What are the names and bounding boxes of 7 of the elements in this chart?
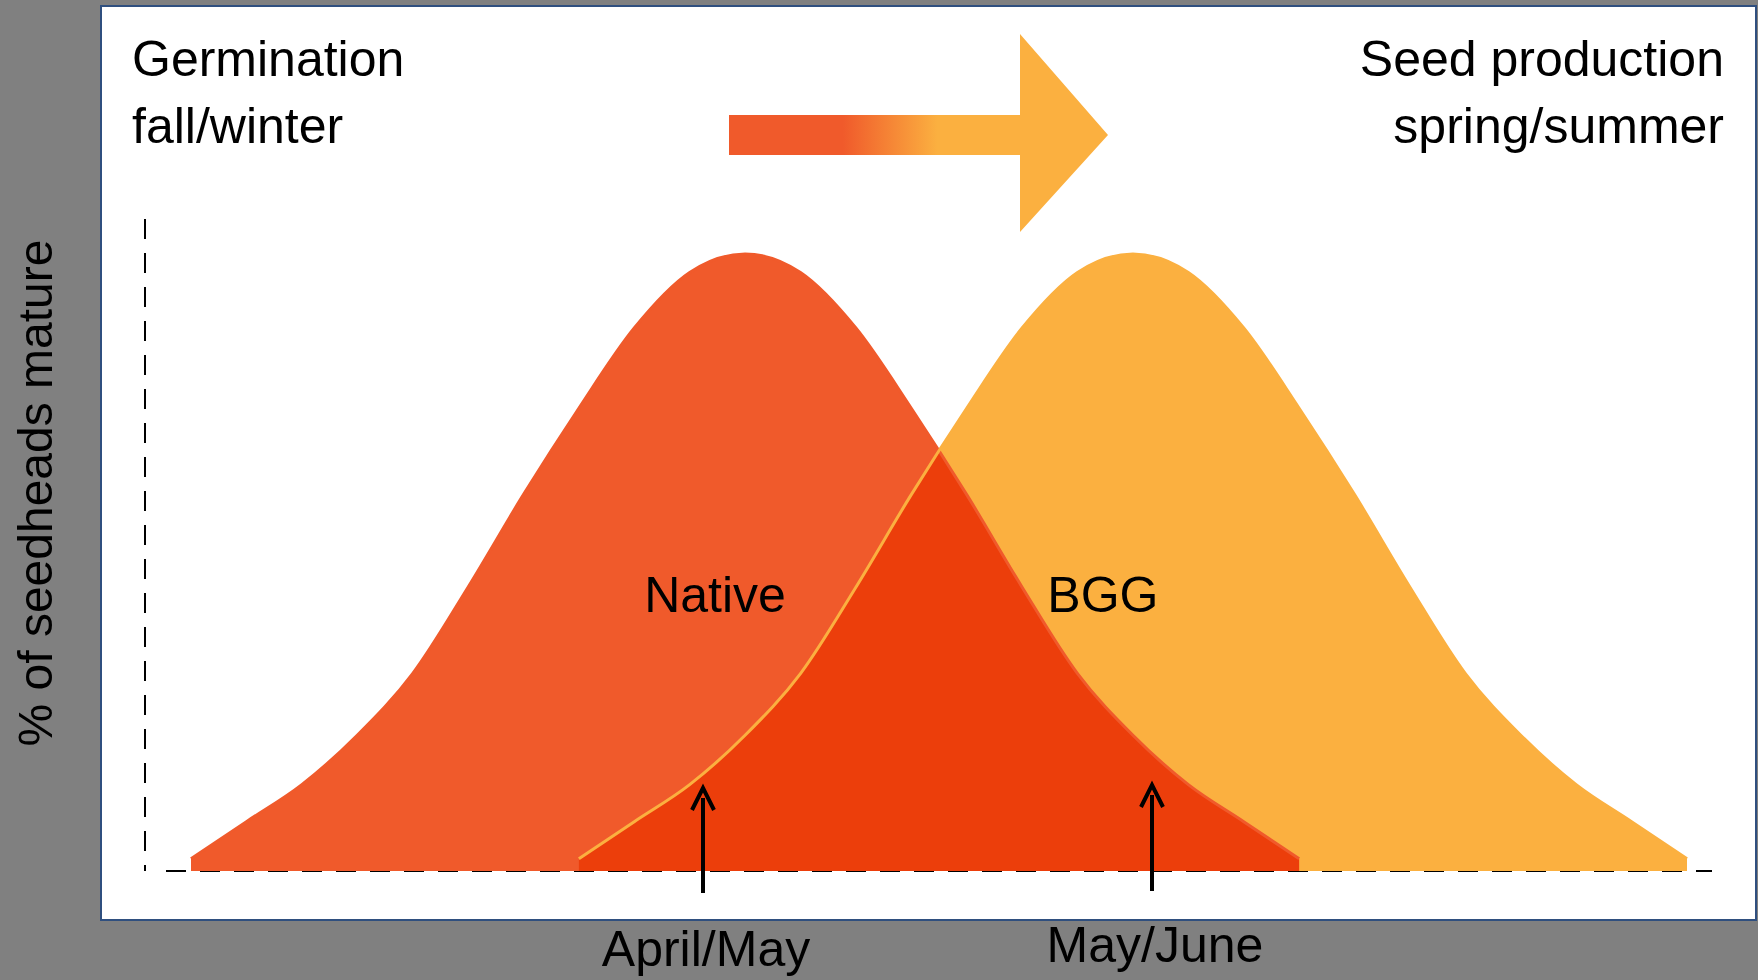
text: Seed production spring/summer [1359,31,1724,154]
series-label: BGG [1047,566,1159,623]
text: May/June [1046,917,1264,973]
y-axis-title: % of seedheads mature [9,239,62,747]
series-label: Native [644,566,786,623]
text: Germination fall/winter [132,31,405,154]
text: April/May [601,921,811,977]
